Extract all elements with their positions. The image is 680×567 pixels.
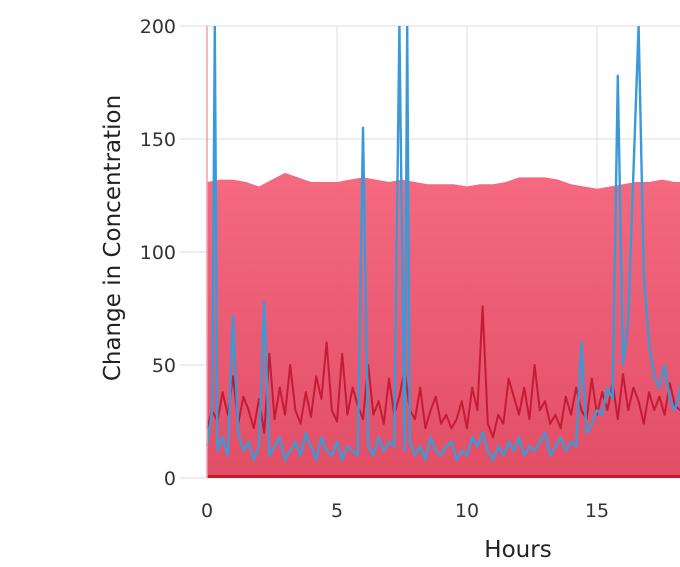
x-tick-label: 15 [585,500,609,522]
y-tick-label: 50 [152,355,176,377]
y-tick-label: 150 [140,129,176,151]
x-axis-title: Hours [484,537,551,563]
x-tick-label: 0 [201,500,213,522]
plot-area [205,26,680,478]
blue-series-line [205,26,680,462]
x-tick-label: 5 [331,500,343,522]
x-tick-label: 10 [455,500,479,522]
y-axis-title: Change in Concentration [100,95,126,381]
envelope-band-area [207,172,680,478]
y-tick-label: 0 [164,468,176,490]
y-tick-label: 200 [140,16,176,38]
y-tick-label: 100 [140,242,176,264]
dark-series-line [206,305,680,439]
